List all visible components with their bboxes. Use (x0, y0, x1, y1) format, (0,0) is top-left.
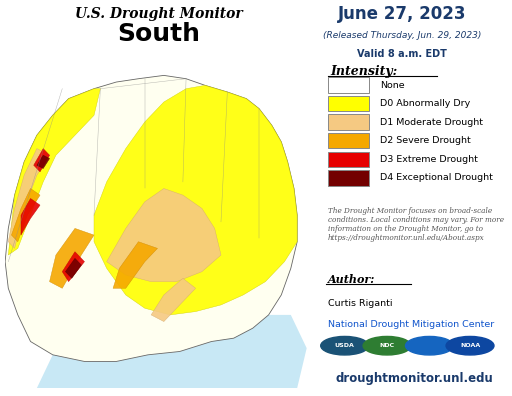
Polygon shape (94, 86, 297, 315)
Polygon shape (113, 242, 158, 288)
Text: D4 Exceptional Drought: D4 Exceptional Drought (380, 173, 493, 182)
Bar (328, 170, 369, 185)
Circle shape (446, 337, 494, 355)
Bar (328, 133, 369, 148)
Text: Curtis Riganti: Curtis Riganti (328, 299, 393, 308)
Text: D1 Moderate Drought: D1 Moderate Drought (380, 118, 483, 127)
Polygon shape (21, 198, 40, 235)
Polygon shape (151, 278, 196, 322)
Text: NDC: NDC (379, 343, 395, 348)
Polygon shape (106, 188, 221, 282)
Polygon shape (66, 258, 81, 278)
Text: National Drought Mitigation Center: National Drought Mitigation Center (328, 320, 495, 329)
Text: NOAA: NOAA (460, 343, 480, 348)
Polygon shape (34, 148, 50, 172)
Bar (328, 114, 369, 130)
Text: Author:: Author: (328, 274, 375, 285)
Circle shape (321, 337, 369, 355)
Text: USDA: USDA (335, 343, 355, 348)
Text: June 27, 2023: June 27, 2023 (338, 5, 466, 23)
Polygon shape (37, 315, 307, 388)
Circle shape (363, 337, 411, 355)
Text: (Released Thursday, Jun. 29, 2023): (Released Thursday, Jun. 29, 2023) (323, 30, 481, 40)
Bar (328, 77, 369, 93)
Text: droughtmonitor.unl.edu: droughtmonitor.unl.edu (336, 372, 494, 385)
Polygon shape (11, 188, 40, 242)
Polygon shape (37, 155, 50, 169)
Text: None: None (380, 81, 404, 89)
Bar (328, 96, 369, 111)
Polygon shape (62, 252, 84, 282)
Text: Valid 8 a.m. EDT: Valid 8 a.m. EDT (357, 50, 447, 59)
Bar (328, 152, 369, 167)
Text: D0 Abnormally Dry: D0 Abnormally Dry (380, 99, 470, 108)
Polygon shape (8, 148, 50, 248)
Text: South: South (117, 23, 200, 46)
Text: D3 Extreme Drought: D3 Extreme Drought (380, 155, 478, 164)
Text: U.S. Drought Monitor: U.S. Drought Monitor (75, 7, 243, 21)
Text: Intensity:: Intensity: (330, 65, 397, 78)
Text: D2 Severe Drought: D2 Severe Drought (380, 136, 471, 145)
Polygon shape (50, 228, 94, 288)
Circle shape (406, 337, 454, 355)
Polygon shape (5, 75, 297, 362)
Text: The Drought Monitor focuses on broad-scale
conditions. Local conditions may vary: The Drought Monitor focuses on broad-sca… (328, 207, 504, 242)
Polygon shape (8, 89, 100, 255)
